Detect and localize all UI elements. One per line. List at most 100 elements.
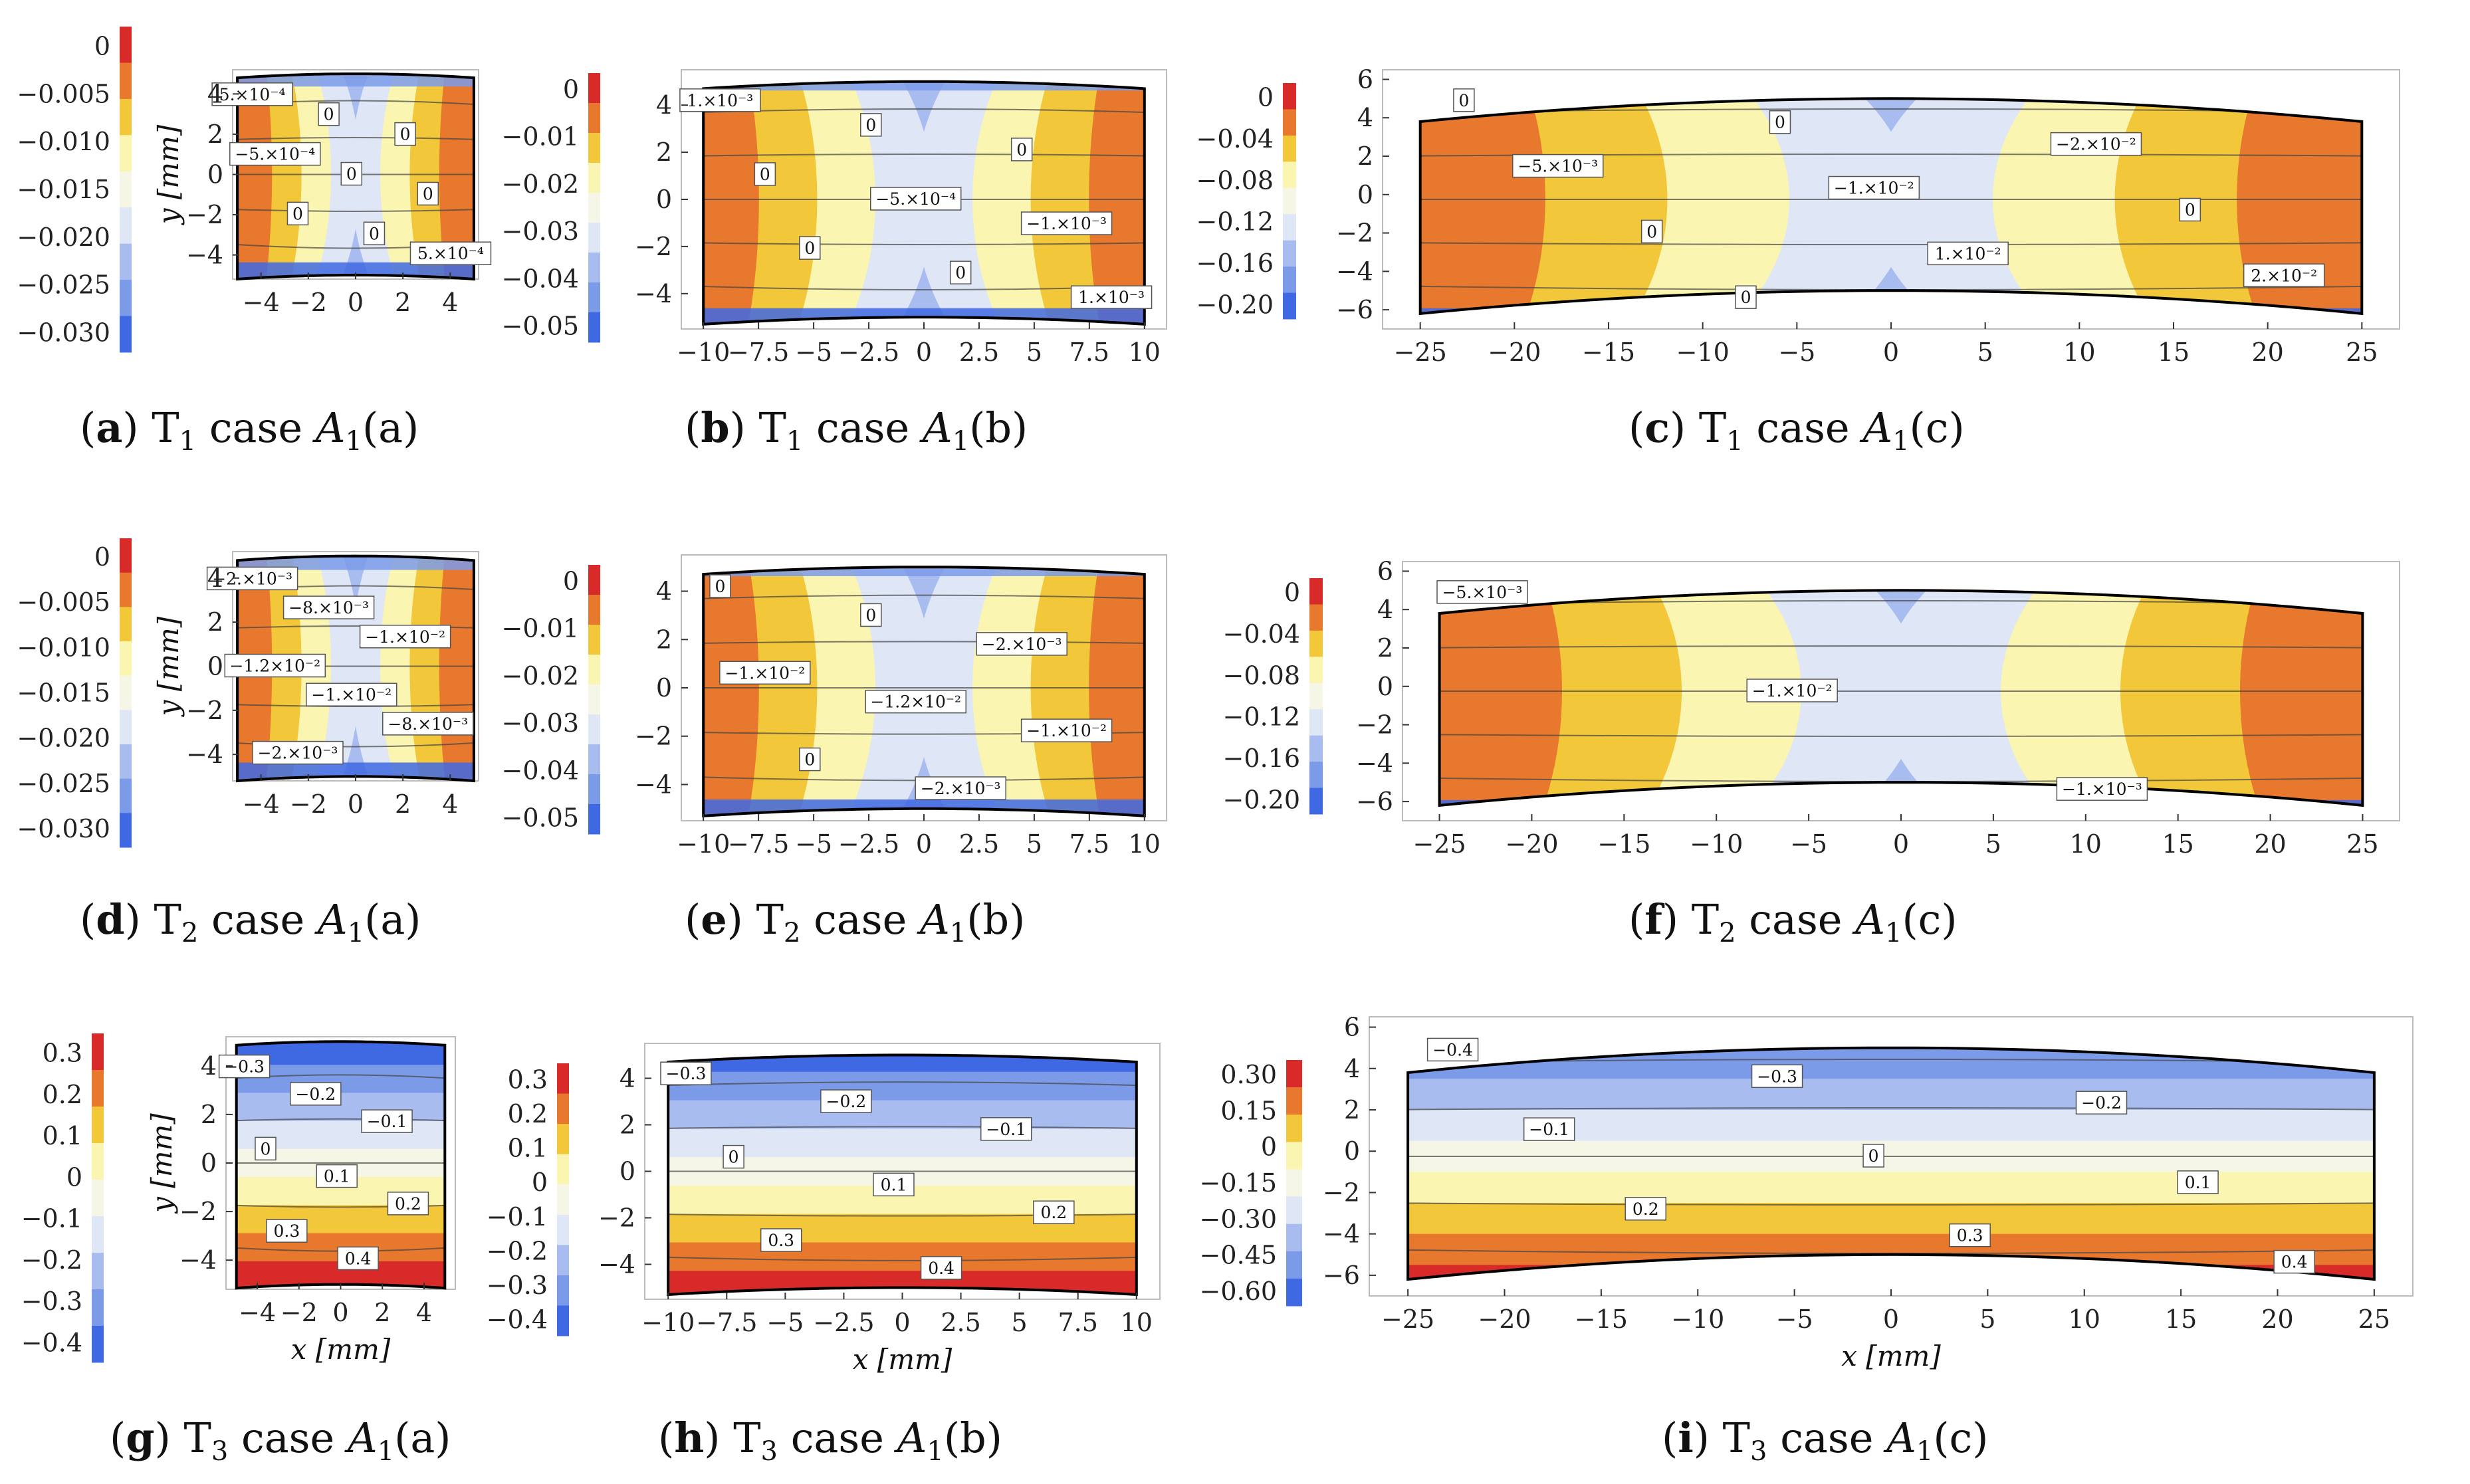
caption-var: A	[1859, 403, 1892, 452]
x-tick-label: 2.5	[959, 338, 999, 367]
contour-label: 0	[955, 263, 966, 282]
iso-line	[237, 209, 474, 212]
x-tick-label: −10	[677, 829, 730, 859]
x-tick-label: 20	[2254, 829, 2286, 859]
x-tick-label: 20	[2261, 1305, 2293, 1334]
colorbar-swatch	[1286, 1196, 1302, 1225]
y-tick-label: 6	[1344, 1013, 1360, 1042]
band-top-edge	[237, 556, 474, 570]
x-tick-label: 15	[2165, 1305, 2197, 1334]
x-tick-label: 10	[2063, 338, 2095, 367]
contour-label: −0.3	[1757, 1067, 1797, 1086]
contour-label: 0.2	[395, 1194, 421, 1214]
caption-close-paren: )	[122, 403, 152, 452]
colorbar-tick-label: −0.2	[487, 1236, 548, 1265]
contour-label: −1.×10⁻²	[1752, 681, 1833, 700]
contour-label-box	[754, 162, 776, 186]
colorbar-swatch	[557, 1275, 569, 1306]
y-tick-label: −2	[635, 722, 672, 751]
band-top-edge	[237, 74, 474, 87]
x-tick-label: −4	[243, 790, 280, 819]
contour-label-box	[1523, 1117, 1575, 1141]
caption-open-paren: (	[685, 403, 701, 452]
caption-letter: f	[1644, 895, 1664, 944]
caption-var-sub: 1	[1892, 426, 1909, 457]
caption-var-sub: 1	[348, 918, 364, 948]
x-tick-label: −25	[1381, 1305, 1434, 1334]
contour-label-box	[318, 102, 340, 126]
colorbar-swatch	[120, 27, 132, 63]
panel-caption: (d) T2 case A1(a)	[80, 895, 421, 948]
iso-line	[668, 1213, 1137, 1217]
y-tick-label: −6	[1356, 787, 1393, 816]
colorbar-swatch	[120, 280, 132, 317]
contour-label: −1.×10⁻³	[1026, 214, 1107, 233]
iso-line	[237, 137, 474, 140]
x-tick-label: −5	[766, 1308, 804, 1337]
colorbar-tick-label: 0.30	[1220, 1060, 1277, 1089]
panel-e: 0 0 −2.×10⁻³ −1.×10⁻² −1.2×10⁻² −1.×10⁻² 0 −2.×…	[502, 554, 1167, 948]
contour-label: −2.×10⁻³	[921, 779, 1001, 798]
x-tick-label: −7.5	[728, 829, 789, 859]
colorbar-tick-label: −0.12	[1223, 702, 1300, 732]
colorbar-tick-label: −0.16	[1196, 249, 1274, 278]
contour-label-box	[2273, 1249, 2315, 1274]
x-tick-label: −20	[1488, 338, 1541, 367]
y-tick-label: −6	[1336, 295, 1373, 324]
contour-label: −0.1	[986, 1120, 1026, 1139]
contour-label: 0	[729, 1148, 739, 1167]
contour-label-box	[229, 142, 321, 166]
colorbar-tick-label: −0.01	[502, 614, 579, 643]
colorbar-swatch	[1283, 109, 1296, 136]
contour-label-box	[363, 221, 386, 246]
y-tick-label: −4	[179, 1245, 217, 1275]
contour-label: −5.×10⁻³	[1517, 157, 1598, 176]
y-tick-label: 2	[1344, 1095, 1360, 1124]
y-axis-label: y [mm]	[152, 616, 185, 717]
caption-var-sub: 1	[953, 426, 969, 457]
colorbar-swatch	[120, 243, 132, 280]
contour-label: 0.4	[928, 1259, 954, 1278]
contour-label-box	[1512, 154, 1604, 178]
colorbar-tick-label: 0	[94, 31, 110, 60]
contour-label-box	[2056, 777, 2148, 801]
caption-close-paren: )	[155, 1414, 184, 1462]
contour-label-box	[980, 1117, 1032, 1141]
contour-label: −2.×10⁻²	[2056, 135, 2136, 154]
contour-label-box	[920, 1256, 962, 1280]
contour-label: 0.3	[273, 1221, 300, 1241]
iso-line	[668, 1255, 1137, 1261]
band-blue	[668, 1071, 1137, 1101]
caption-close-paren: )	[730, 403, 759, 452]
contour-label-box	[1033, 1200, 1075, 1224]
y-tick-label: 0	[1377, 672, 1393, 701]
colorbar-tick-label: −0.04	[502, 264, 579, 293]
colorbar-tick-label: −0.02	[502, 169, 579, 199]
contour-label: −5.×10⁻⁴	[235, 145, 315, 164]
contour-label: −1.×10⁻³	[2062, 780, 2142, 799]
colorbar-tick-label: −0.05	[502, 803, 579, 833]
caption-letter: d	[96, 895, 124, 944]
contour-label: −5.×10⁻³	[1442, 583, 1523, 602]
caption-case-text: case	[800, 895, 920, 944]
contour-label: −8.×10⁻³	[288, 598, 369, 617]
colorbar-tick-label: −0.005	[17, 79, 110, 108]
caption-stress: T	[1699, 403, 1726, 452]
colorbar-swatch	[557, 1154, 569, 1185]
colorbar-swatch	[1286, 1114, 1302, 1142]
colorbar-swatch	[120, 710, 132, 745]
colorbar-swatch	[1309, 683, 1323, 710]
caption-stress-sub: 2	[181, 918, 198, 948]
contour-label: −0.4	[1432, 1040, 1473, 1059]
contour-label: −1.×10⁻²	[311, 685, 392, 704]
body-outline	[1438, 589, 2364, 807]
caption-suffix: (b)	[966, 895, 1025, 944]
colorbar-tick-label: −0.1	[487, 1202, 548, 1231]
x-tick-label: 2	[374, 1298, 390, 1327]
contour-label: 0.4	[345, 1249, 372, 1268]
contour-label: 0	[292, 204, 303, 223]
contour-label-box	[679, 88, 761, 112]
contour-label: −2.×10⁻³	[258, 744, 338, 763]
caption-var-sub: 1	[950, 918, 966, 948]
x-tick-label: −5	[1790, 829, 1827, 859]
